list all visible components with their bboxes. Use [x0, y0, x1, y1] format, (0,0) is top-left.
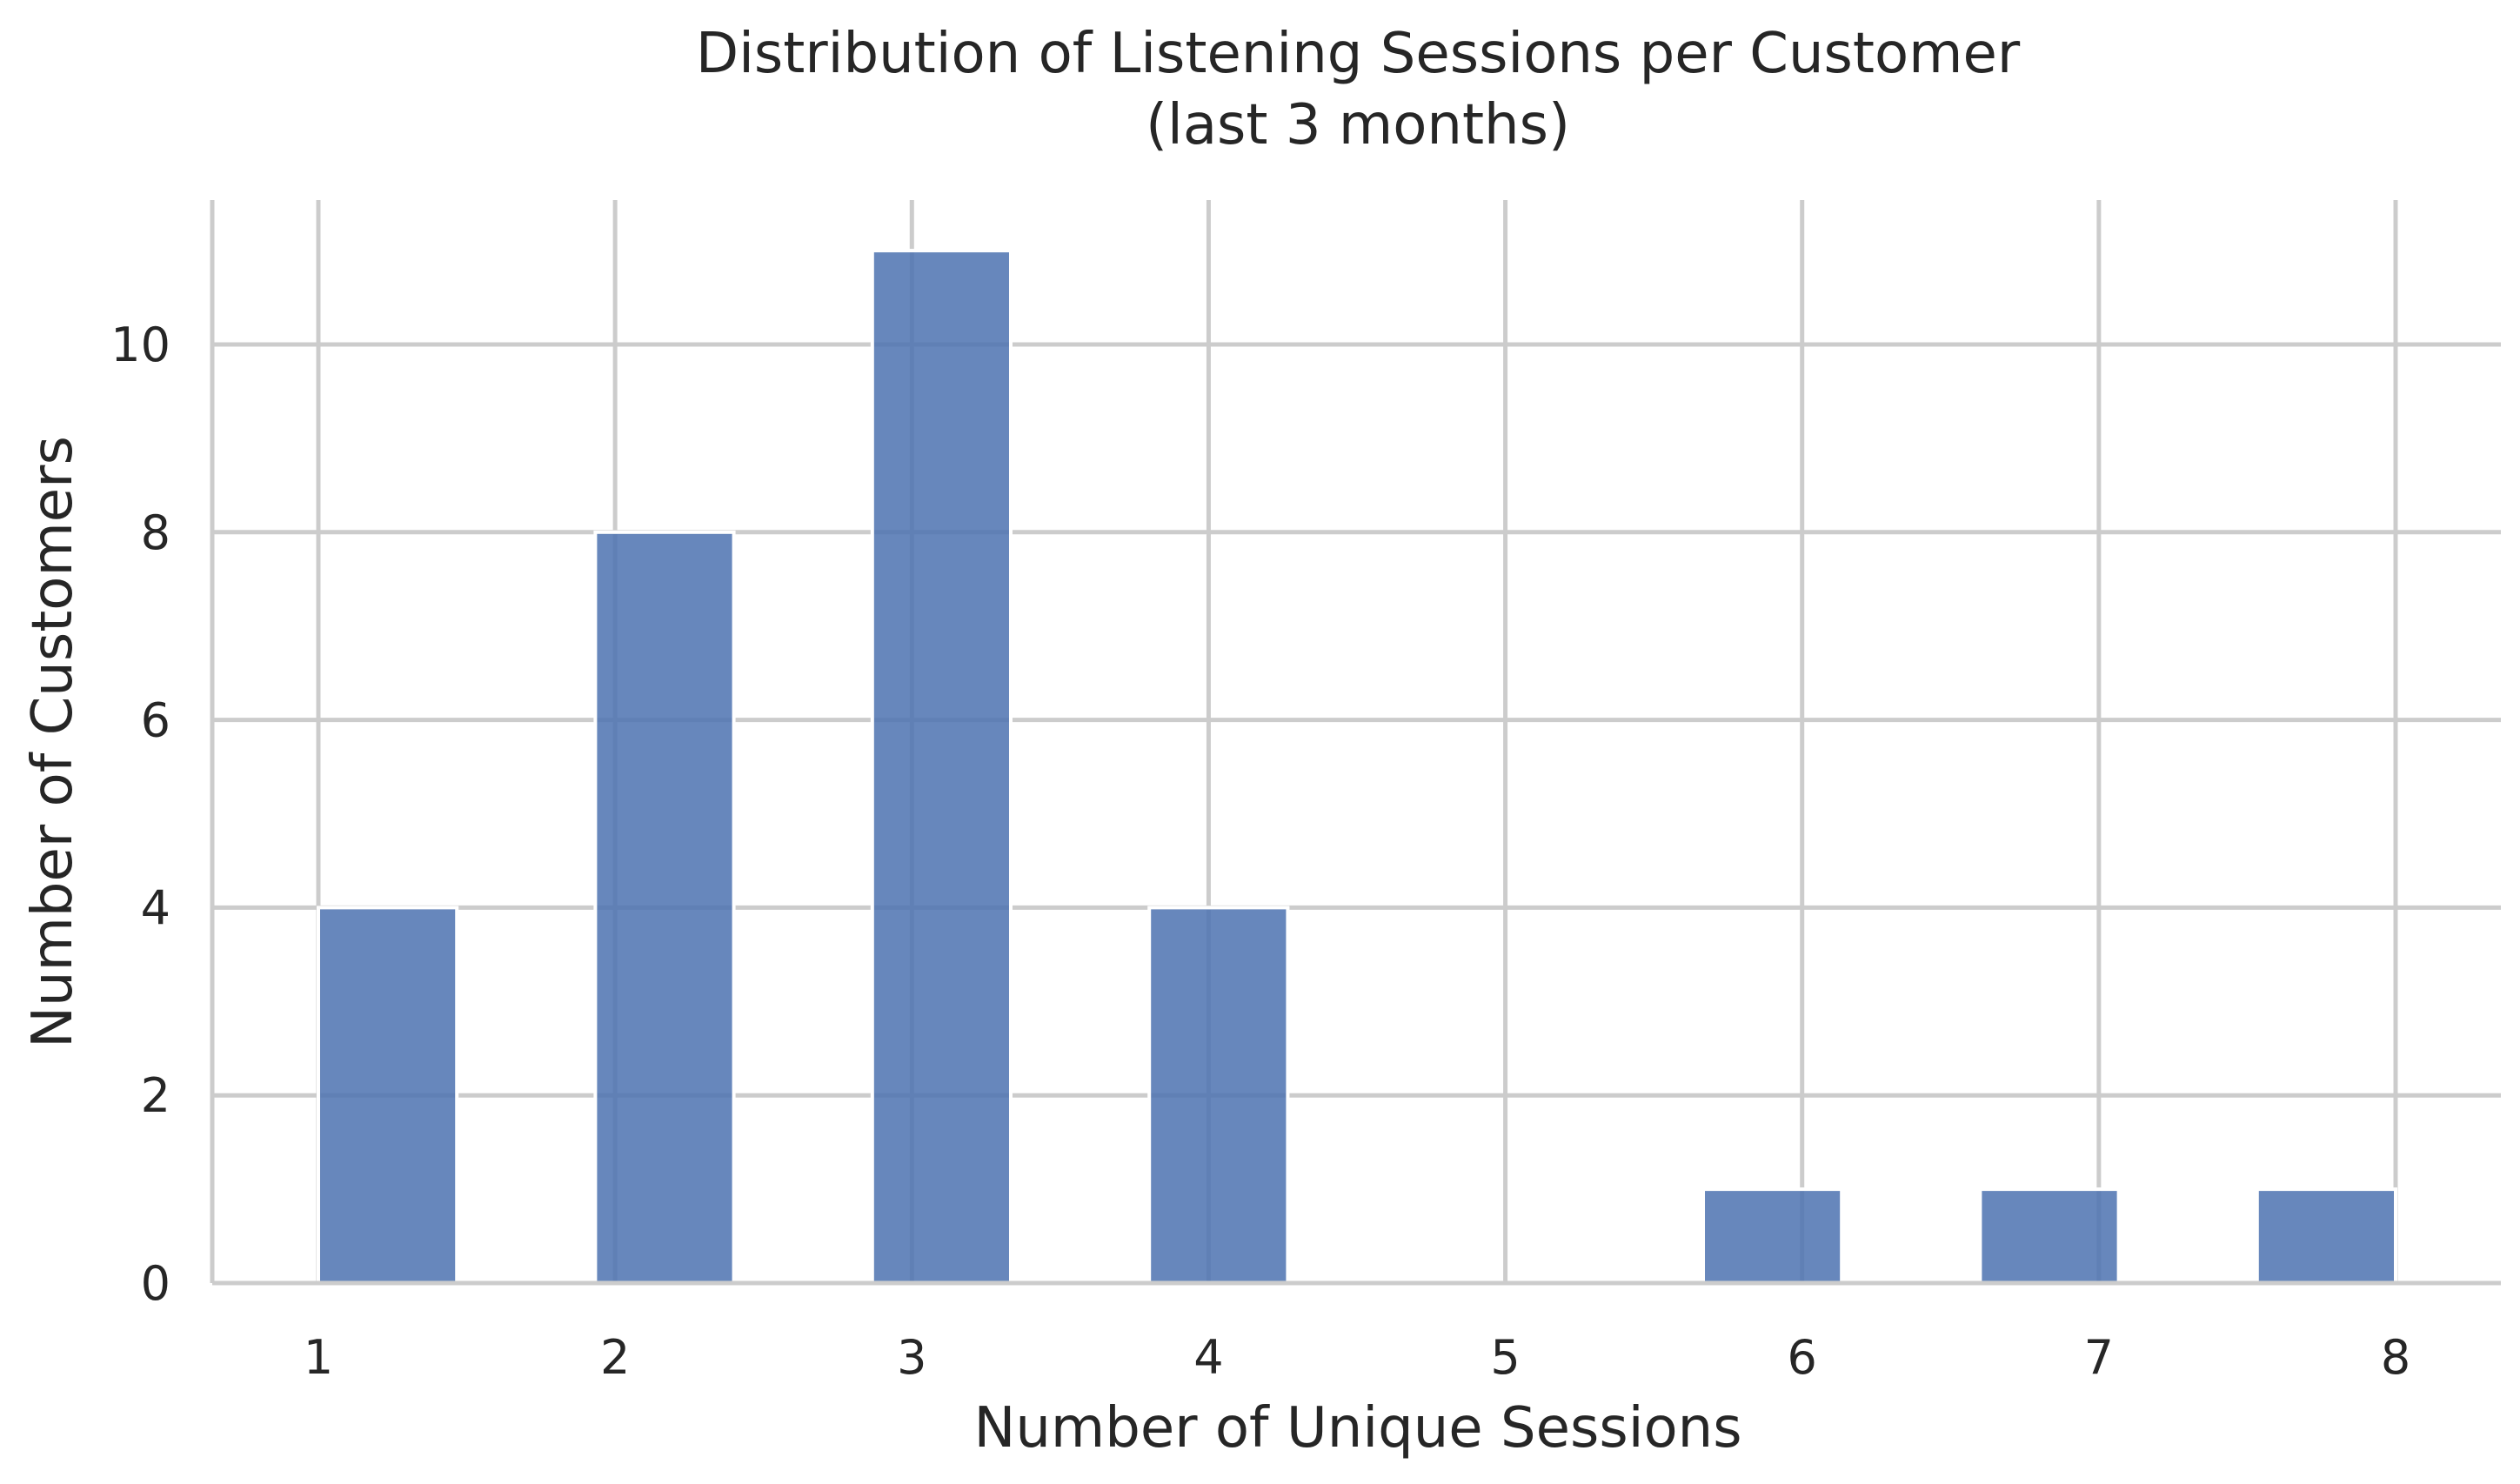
y-tick-label: 6: [141, 693, 170, 748]
chart-subtitle: (last 3 months): [1146, 93, 1570, 157]
x-tick-label: 2: [600, 1330, 630, 1385]
x-tick-label: 5: [1490, 1330, 1520, 1385]
x-axis-label: Number of Unique Sessions: [973, 1396, 1741, 1461]
histogram-bar: [317, 906, 459, 1286]
x-tick-label: 1: [304, 1330, 333, 1385]
y-tick-label: 8: [141, 505, 170, 560]
y-tick-labels: 0 2 4 6 8 10: [110, 318, 170, 1311]
x-tick-label: 3: [897, 1330, 926, 1385]
histogram-bar: [1701, 1187, 1844, 1285]
y-axis-label: Number of Customers: [21, 436, 85, 1048]
histogram-bar: [593, 530, 736, 1285]
axis-spines: [210, 200, 2501, 1286]
chart-title: Distribution of Listening Sessions per C…: [696, 22, 2021, 86]
x-tick-labels: 1 2 3 4 5 6 7 8: [304, 1330, 2410, 1385]
histogram-bar: [870, 249, 1013, 1286]
y-tick-label: 4: [141, 880, 170, 935]
histogram-bar: [1147, 906, 1290, 1286]
histogram-bar: [2255, 1187, 2397, 1285]
y-tick-label: 10: [110, 318, 170, 372]
x-tick-label: 6: [1788, 1330, 1817, 1385]
x-tick-label: 8: [2381, 1330, 2410, 1385]
bars: [317, 249, 2397, 1286]
y-tick-label: 0: [141, 1256, 170, 1311]
histogram-bar: [1978, 1187, 2121, 1285]
x-tick-label: 7: [2084, 1330, 2114, 1385]
x-tick-label: 4: [1193, 1330, 1223, 1385]
y-tick-label: 2: [141, 1068, 170, 1123]
